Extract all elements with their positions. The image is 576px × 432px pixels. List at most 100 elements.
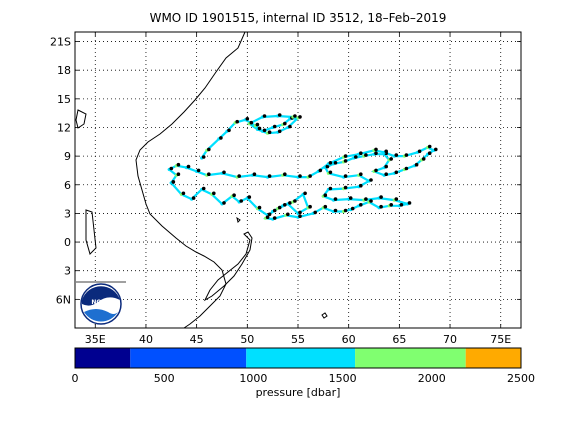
float-track-profile-point (176, 172, 181, 176)
float-track-profile-point (191, 196, 196, 200)
float-track-profile-point (308, 174, 312, 178)
float-track-profile-point (171, 180, 176, 184)
float-track-south-profile-point (262, 114, 267, 118)
colorbar-segment (75, 348, 131, 368)
y-tick-label: 9 (64, 150, 71, 163)
float-track-south-profile-point (257, 126, 262, 131)
float-track-profile-point (176, 162, 181, 167)
colorbar-segment (465, 348, 521, 368)
float-track-profile-point (394, 197, 399, 201)
float-track-profile-point (364, 153, 368, 157)
colorbar-tick-label: 1500 (329, 372, 357, 385)
axis-ticks (75, 32, 521, 328)
mozambique-channel-island (85, 209, 97, 255)
x-tick-label: 55 (291, 333, 305, 346)
float-track-profile-point (379, 204, 383, 209)
float-track-profile-point (374, 147, 378, 152)
float-track-south-profile-point (272, 124, 277, 129)
float-track (167, 113, 438, 221)
colorbar-segments (75, 348, 521, 368)
float-track-south-profile-point (245, 117, 250, 121)
y-tick-label: 15 (57, 93, 71, 106)
float-track-profile-point (222, 170, 226, 175)
float-track-profile-point (283, 203, 287, 207)
float-track-profile-point (354, 155, 358, 159)
float-track-profile-point (252, 172, 257, 176)
y-tick-label: 3 (64, 265, 71, 278)
colorbar-frame (74, 347, 522, 369)
float-track-profile-point (239, 199, 243, 203)
float-track-profile-point (407, 201, 412, 205)
float-track-profile-point (384, 149, 389, 154)
float-track-profile-point (348, 196, 353, 200)
float-track-profile-point (379, 195, 383, 199)
float-track-south-profile-point (219, 136, 223, 140)
colorbar-segment (355, 348, 466, 368)
float-track-south-profile-point (283, 121, 287, 126)
float-track-profile-point (267, 212, 272, 217)
float-track-profile-point (181, 191, 186, 196)
float-track-profile-point (364, 197, 368, 201)
figure-title: WMO ID 1901515, internal ID 3512, 18–Feb… (150, 11, 447, 25)
x-tick-label: 60 (342, 333, 356, 346)
float-track-profile-point (333, 208, 338, 213)
mauritius-island (321, 312, 328, 319)
y-tick-label: 21S (50, 36, 71, 49)
float-track-profile-point (298, 214, 302, 218)
float-track-profile-point (359, 172, 363, 176)
float-track-profile-point (343, 185, 348, 190)
float-track-profile-point (272, 216, 277, 220)
float-track-profile-point (318, 168, 323, 173)
float-track-south-profile-point (201, 155, 206, 159)
float-track-south-profile-point (249, 120, 254, 125)
float-track-south-profile-point (262, 128, 267, 133)
float-track-profile-point (343, 208, 348, 213)
float-track-profile-point (293, 199, 297, 203)
float-track-profile-point (384, 172, 389, 176)
float-track-profile-point (374, 151, 378, 155)
float-track-profile-point (333, 161, 338, 165)
colorbar-label: pressure [dbar] (256, 386, 341, 399)
float-track-profile-point (267, 174, 272, 178)
float-track-profile-point (350, 206, 355, 211)
float-track-profile-point (298, 210, 302, 215)
float-track-profile-point (359, 203, 363, 207)
map-grid (75, 32, 521, 328)
float-track-profile-point (186, 164, 191, 169)
float-track-profile-point (196, 168, 201, 173)
colorbar-tick-label: 1000 (239, 372, 267, 385)
float-track-south-profile-point (227, 128, 231, 133)
x-tick-label: 45 (190, 333, 204, 346)
y-tick-label: 3 (64, 207, 71, 220)
float-track-profile-point (394, 153, 399, 157)
float-track-south-profile-point (267, 130, 272, 134)
float-track-profile-point (343, 174, 348, 178)
float-track-profile-point (369, 178, 373, 182)
y-tick-label: 0 (64, 236, 71, 249)
float-track-profile-point (247, 195, 252, 199)
x-tick-label: 40 (139, 333, 153, 346)
x-tick-label: 50 (240, 333, 254, 346)
float-track-profile-point (283, 172, 287, 176)
y-tick-label: 18 (57, 64, 71, 77)
y-tick-label: 12 (57, 121, 71, 134)
float-track-profile-point (384, 164, 389, 169)
x-axis-labels: 35E 40 45 50 55 60 65 70 75E (85, 333, 511, 346)
float-track-profile-point (222, 201, 226, 205)
float-track-south-profile-point (235, 119, 239, 124)
seychelles-island (236, 216, 241, 223)
float-track-profile-point (207, 172, 211, 176)
float-track-profile-point (389, 157, 394, 161)
float-track-profile-point (237, 174, 241, 178)
float-track-profile-point (394, 170, 399, 175)
colorbar-tick-label: 500 (154, 372, 175, 385)
float-track-profile-point (399, 203, 404, 207)
float-track-profile-point (201, 186, 206, 191)
float-track-profile-point (313, 210, 318, 215)
colorbar-tick-label: 2500 (507, 372, 535, 385)
float-track-profile-point (298, 174, 302, 178)
float-track-profile-point (374, 168, 378, 173)
x-tick-label: 65 (392, 333, 406, 346)
float-track-profile-point (328, 186, 333, 191)
